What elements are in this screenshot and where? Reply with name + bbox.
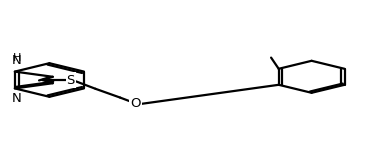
Text: S: S bbox=[66, 73, 75, 87]
Text: N: N bbox=[12, 92, 22, 105]
Text: N: N bbox=[12, 54, 22, 67]
Text: O: O bbox=[130, 97, 141, 110]
Text: H: H bbox=[13, 53, 21, 63]
